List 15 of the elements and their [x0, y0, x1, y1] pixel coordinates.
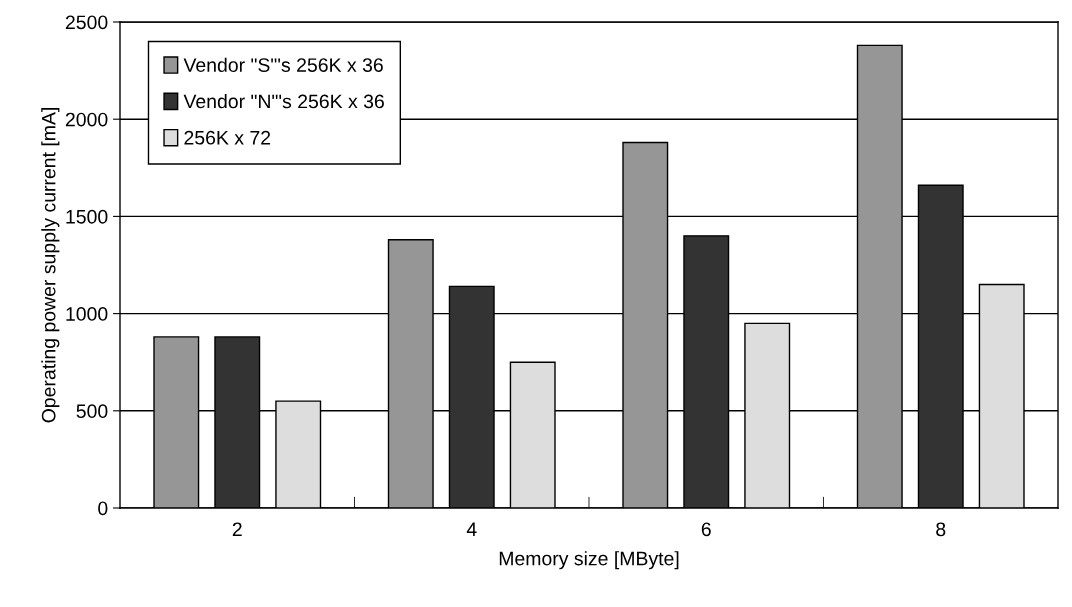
- x-tick-label: 6: [701, 522, 711, 537]
- legend-label: Vendor "S"'s 256K x 36: [183, 57, 383, 72]
- x-tick-label: 8: [936, 522, 946, 537]
- y-tick-label: 2000: [65, 112, 108, 127]
- legend-label: Vendor "N"'s 256K x 36: [183, 94, 384, 109]
- y-tick-label: 1000: [66, 307, 108, 321]
- x-axis-title: Memory size [MByte]: [499, 551, 679, 570]
- x-tick-label: 4: [466, 522, 477, 536]
- y-tick-label: 500: [76, 404, 108, 419]
- y-tick-label: 1500: [66, 209, 108, 224]
- y-tick-label: 2500: [65, 15, 108, 30]
- y-tick-label: 0: [98, 501, 108, 516]
- y-axis-title: Operating power supply current [mA]: [41, 108, 60, 423]
- x-tick-label: 2: [232, 522, 242, 536]
- legend-label: 256K x 72: [184, 130, 271, 145]
